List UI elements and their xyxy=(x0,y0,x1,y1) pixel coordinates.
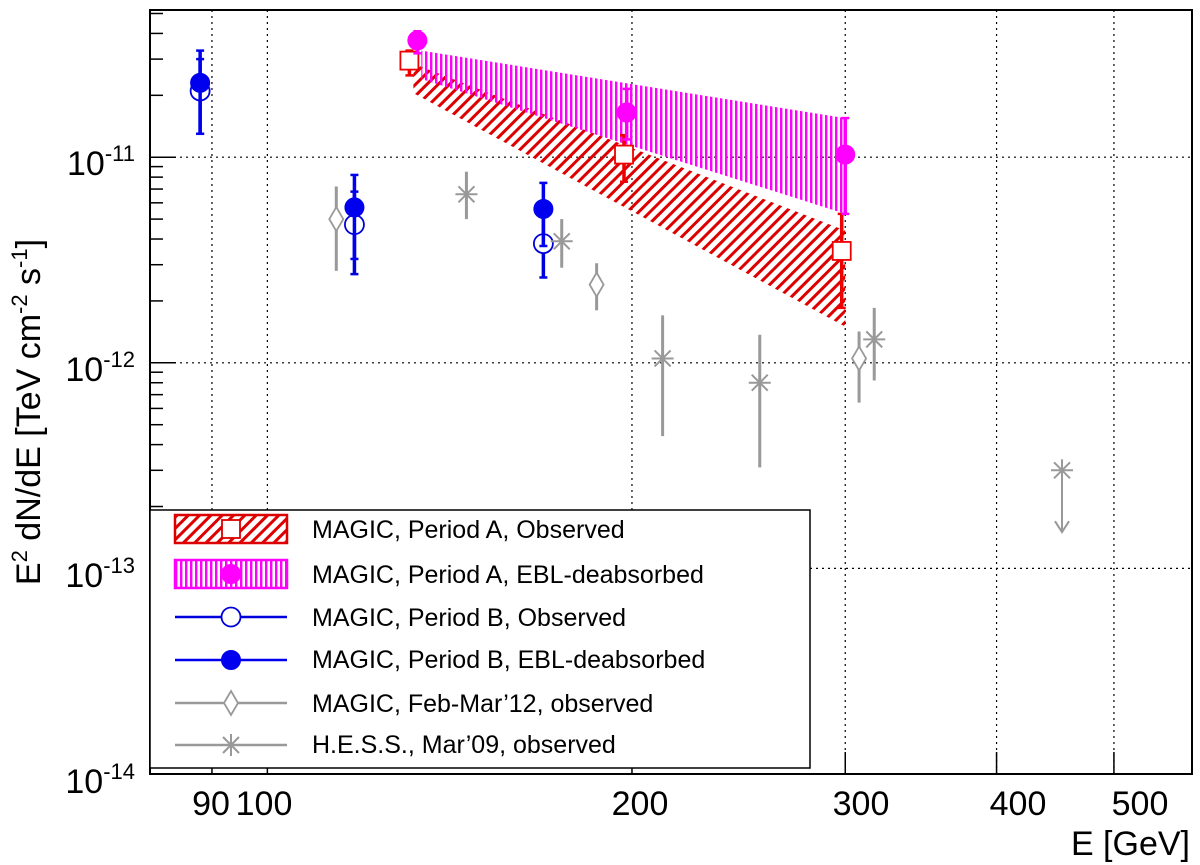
upper-limit-arrowhead xyxy=(1054,520,1070,535)
marker-star-stroke xyxy=(222,736,240,754)
y-tick-exp: -13 xyxy=(103,553,135,578)
marker-open-diamond xyxy=(222,689,240,717)
legend-swatch xyxy=(175,734,287,756)
x-tick-label: 300 xyxy=(833,785,890,823)
legend-label: MAGIC, Period B, Observed xyxy=(312,604,626,632)
marker-star-stroke xyxy=(1053,461,1071,480)
data-point xyxy=(616,87,637,141)
marker-filled-circle xyxy=(407,30,428,51)
marker-open-square xyxy=(831,241,852,261)
legend-swatch xyxy=(173,513,289,545)
data-point xyxy=(588,263,605,311)
y-tick-base: 10 xyxy=(65,351,103,389)
sed-band xyxy=(413,63,846,327)
x-tick-label: 400 xyxy=(990,785,1047,823)
marker-star-stroke xyxy=(751,374,769,392)
legend-swatch xyxy=(173,558,289,590)
marker-filled-circle xyxy=(616,102,637,123)
data-point xyxy=(831,212,852,310)
data-point xyxy=(863,307,886,381)
legend-swatch xyxy=(175,650,287,670)
series-group xyxy=(399,49,852,310)
marker-open-diamond xyxy=(328,205,345,233)
legend-swatch xyxy=(175,689,287,717)
bands xyxy=(413,50,846,327)
marker-star-stroke xyxy=(865,330,883,349)
y-title-prefix: E xyxy=(10,562,48,585)
marker-open-square xyxy=(614,144,634,165)
y-tick-base: 10 xyxy=(67,145,105,183)
y-tick-label: 10-12 xyxy=(65,347,135,389)
data-point xyxy=(851,331,868,403)
x-axis-title: E [GeV] xyxy=(1071,825,1190,863)
y-title-sup: 2 xyxy=(7,550,32,562)
y-title-sup: -2 xyxy=(7,294,32,314)
x-tick-label: 90 xyxy=(192,785,230,823)
data-point xyxy=(455,171,478,220)
y-tick-label: 10-11 xyxy=(67,141,135,183)
marker-open-square xyxy=(399,50,420,71)
legend-label: MAGIC, Feb-Mar’12, observed xyxy=(312,690,653,718)
y-tick-label: 10-14 xyxy=(65,759,135,801)
data-point xyxy=(399,49,420,77)
x-tick-label: 200 xyxy=(612,785,669,823)
sed-band xyxy=(421,50,846,214)
data-point xyxy=(533,181,554,248)
data-point xyxy=(328,186,345,271)
series-group xyxy=(407,29,856,216)
data-series xyxy=(189,29,1074,535)
marker-open-diamond xyxy=(588,270,605,299)
legend-label: H.E.S.S., Mar’09, observed xyxy=(312,731,616,759)
marker-filled-circle xyxy=(344,197,365,218)
y-tick-base: 10 xyxy=(65,763,103,801)
y-title-suffix: ] xyxy=(10,239,48,248)
legend-swatch xyxy=(175,606,287,628)
marker-open-diamond xyxy=(851,344,868,373)
marker-star-stroke xyxy=(457,185,476,204)
legend-box xyxy=(149,509,811,769)
series-group xyxy=(455,171,1074,535)
x-tick-label: 500 xyxy=(1112,785,1169,823)
y-tick-label: 10-13 xyxy=(65,553,135,595)
y-title-mid: dN/dE [TeV cm xyxy=(10,314,48,550)
legend: MAGIC, Period A, Observed MAGIC, Period … xyxy=(149,509,811,769)
y-tick-base: 10 xyxy=(65,557,103,595)
y-tick-exp: -14 xyxy=(103,759,135,784)
marker-open-circle xyxy=(220,606,242,628)
y-title-sup: -1 xyxy=(7,248,32,268)
legend-label: MAGIC, Period A, Observed xyxy=(312,516,625,544)
marker-star-stroke xyxy=(553,232,571,250)
y-tick-exp: -11 xyxy=(105,141,135,166)
y-axis-title: E2 dN/dE [TeV cm-2 s-1] xyxy=(7,239,48,585)
y-tick-exp: -12 xyxy=(103,347,135,372)
x-tick-label: 100 xyxy=(236,785,293,823)
data-point xyxy=(344,173,365,261)
data-point xyxy=(407,29,428,55)
legend-markers xyxy=(173,513,289,756)
data-point xyxy=(550,219,573,268)
marker-filled-circle xyxy=(533,198,554,219)
legend-label: MAGIC, Period B, EBL-deabsorbed xyxy=(312,646,705,674)
y-title-mid: s xyxy=(10,268,48,294)
marker-filled-circle xyxy=(221,564,241,584)
marker-open-square xyxy=(221,519,241,539)
data-point xyxy=(651,315,674,437)
marker-filled-circle xyxy=(835,144,856,165)
data-point xyxy=(1051,459,1074,535)
marker-filled-circle xyxy=(190,72,211,93)
legend-label: MAGIC, Period A, EBL-deabsorbed xyxy=(312,561,704,589)
marker-star-stroke xyxy=(653,349,672,368)
data-point xyxy=(835,116,856,216)
series-group xyxy=(328,186,868,403)
plot-frame xyxy=(149,9,1193,775)
marker-filled-circle xyxy=(221,650,241,670)
data-point xyxy=(748,334,771,468)
data-point xyxy=(190,49,211,136)
series-group xyxy=(190,49,554,261)
